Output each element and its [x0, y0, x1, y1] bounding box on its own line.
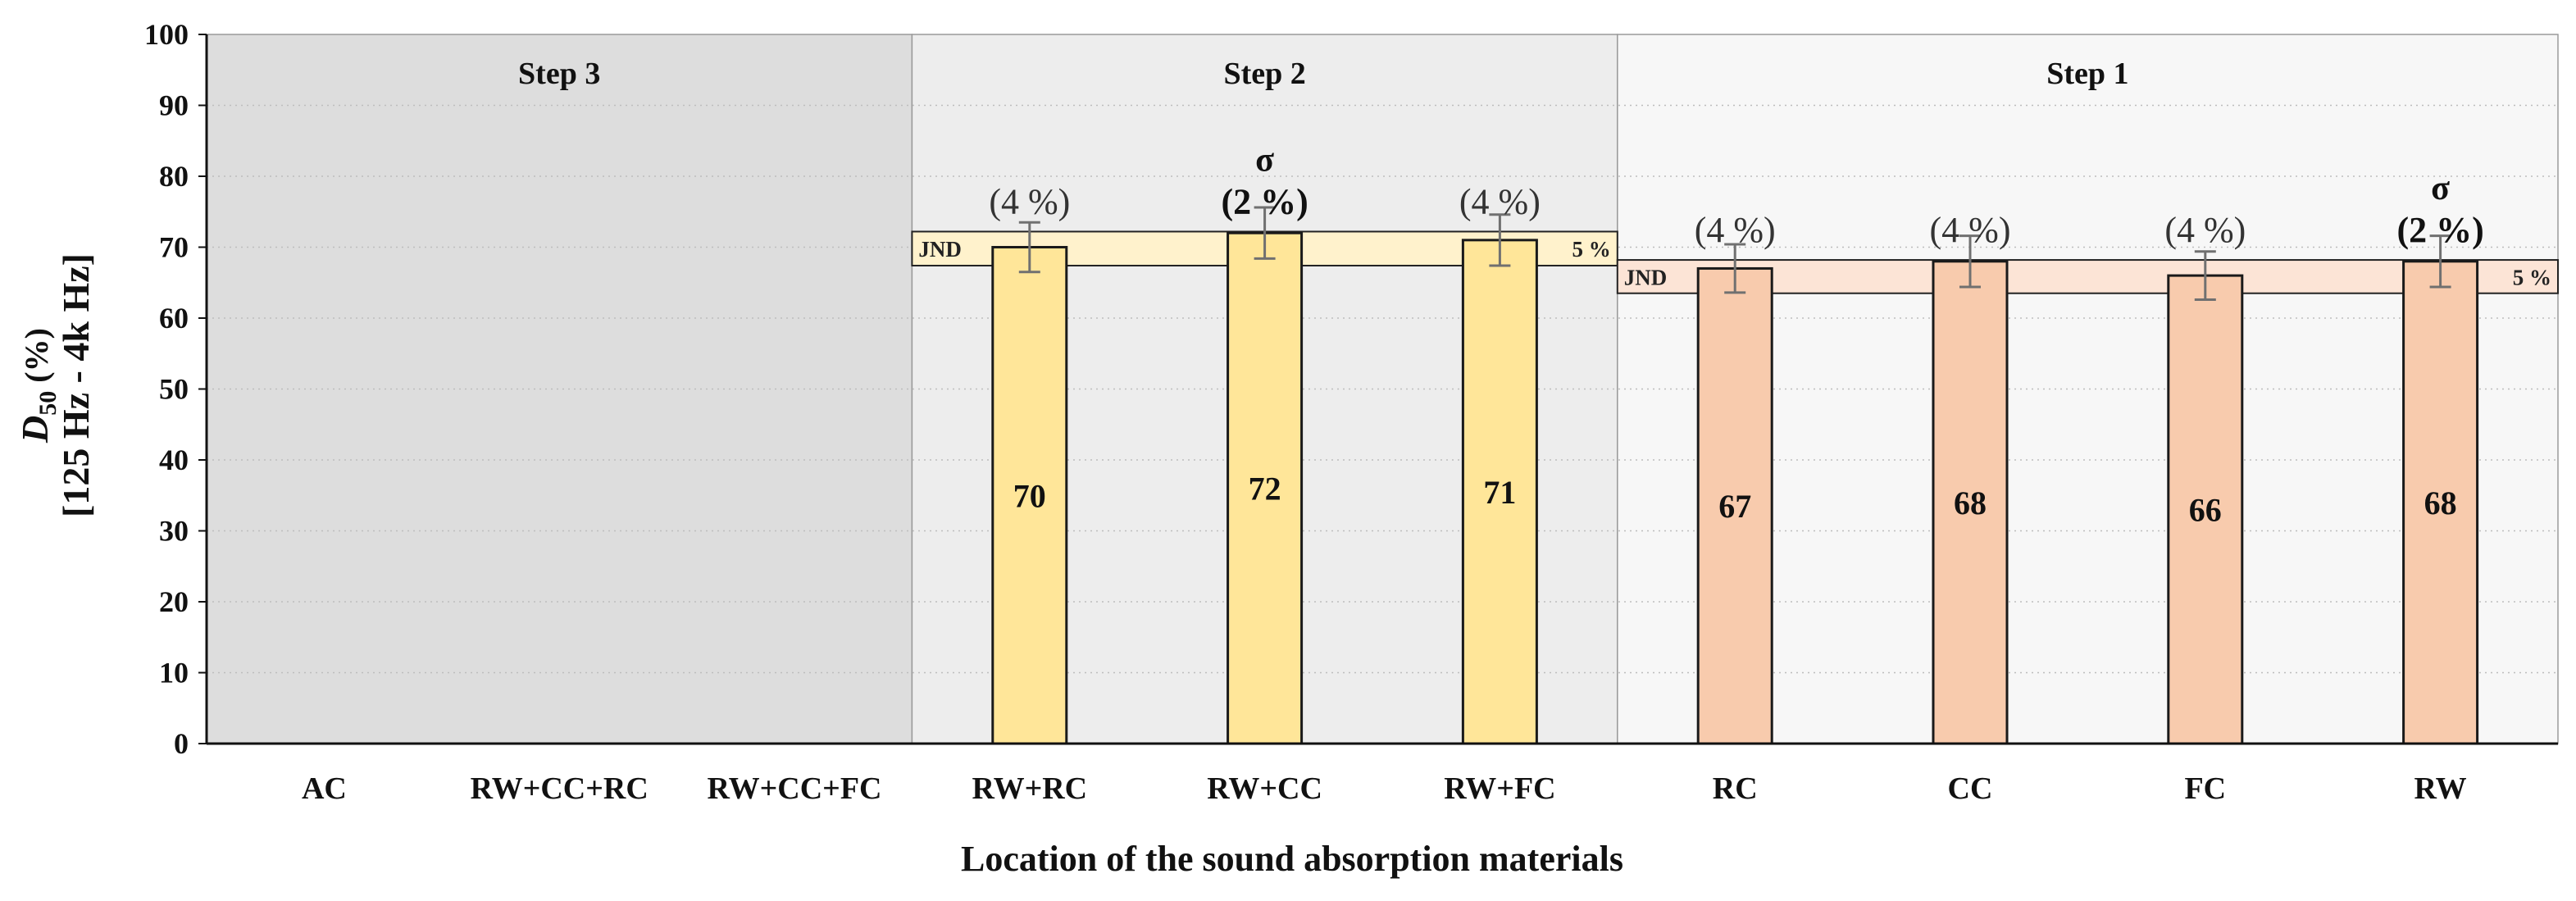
- step-label: Step 1: [2046, 57, 2128, 91]
- y-tick-label: 0: [174, 727, 189, 760]
- y-tick-label: 30: [159, 515, 189, 548]
- x-tick-label: RW+FC: [1444, 771, 1555, 806]
- x-tick-label: RW+CC+RC: [471, 771, 649, 806]
- bars: [991, 231, 2479, 745]
- value-label: 68: [2424, 485, 2457, 521]
- value-label: 66: [2189, 492, 2222, 529]
- x-tick-label: RW: [2414, 771, 2467, 806]
- band-percent-label: 5 %: [2513, 265, 2551, 289]
- x-tick-label: AC: [302, 771, 347, 806]
- sigma-symbol: σ: [1255, 141, 1274, 179]
- x-tick-label: RW+CC: [1207, 771, 1322, 806]
- value-label: 67: [1718, 488, 1751, 525]
- sigma-percent-label: (2 %): [2396, 210, 2483, 250]
- y-tick-label: 10: [159, 657, 189, 689]
- sigma-symbol: σ: [2431, 170, 2450, 207]
- y-tick-label: 90: [159, 89, 189, 122]
- x-tick-label: RC: [1713, 771, 1758, 806]
- x-tick-label: FC: [2184, 771, 2226, 806]
- bar-fc: [2167, 274, 2244, 745]
- error-bars: [1018, 206, 2451, 302]
- x-tick-label: CC: [1948, 771, 1993, 806]
- band-percent-label: 5 %: [1572, 237, 1611, 262]
- y-tick-label: 50: [159, 373, 189, 406]
- y-axis-title-range: [125 Hz - 4k Hz]: [55, 253, 97, 517]
- sigma-percent-label: (4 %): [1695, 210, 1776, 250]
- y-axis-title-symbol: D: [14, 416, 56, 444]
- y-tick-label: 80: [159, 160, 189, 193]
- sigma-percent-label: (4 %): [989, 181, 1070, 221]
- y-tick-label: 70: [159, 231, 189, 264]
- x-tick-label: RW+CC+FC: [708, 771, 882, 806]
- step-region-1: [206, 34, 913, 744]
- bar-labels: Step 3 Step 2 Step 170(4 %)72(2 %)σ71(4 %)…: [518, 57, 2484, 529]
- x-tick-label: RW+RC: [972, 771, 1087, 806]
- sigma-percent-label: (2 %): [1221, 181, 1308, 221]
- jnd-band: [1616, 259, 2559, 294]
- y-axis-title-unit: (%): [18, 328, 55, 391]
- sigma-percent-label: (4 %): [2164, 210, 2246, 250]
- y-tick-labels: 0 10 20 30 40 50 60 70 80 90 100: [144, 18, 207, 760]
- y-axis-title: D50 (%) [125 Hz - 4k Hz]: [14, 253, 97, 517]
- jnd-label: JND: [1624, 265, 1668, 289]
- jnd-label: JND: [918, 237, 962, 262]
- gridlines: [207, 104, 2558, 674]
- svg-text:D50 (%): D50 (%): [14, 328, 61, 444]
- x-tick-labels: AC RW+CC+RC RW+CC+FC RW+RC RW+CC RW+FC RC CC FC R…: [302, 771, 2467, 806]
- y-tick-label: 40: [159, 444, 189, 476]
- value-label: 68: [1954, 485, 1987, 521]
- bar-rc: [1696, 266, 1773, 745]
- sigma-percent-label: (4 %): [1930, 210, 2011, 250]
- bar-cc: [1932, 260, 2009, 745]
- x-axis-title: Location of the sound absorption materia…: [961, 839, 1623, 879]
- step-label: Step 3: [518, 57, 600, 91]
- y-tick-label: 100: [144, 18, 189, 51]
- y-tick-label: 60: [159, 302, 189, 334]
- value-label: 71: [1483, 474, 1516, 511]
- bar-rw-fc: [1461, 239, 1538, 745]
- value-label: 70: [1013, 477, 1046, 514]
- y-tick-label: 20: [159, 585, 189, 618]
- value-label: 72: [1249, 471, 1281, 507]
- sigma-percent-label: (4 %): [1459, 181, 1541, 221]
- step-label: Step 2: [1223, 57, 1305, 91]
- bar-rw: [2402, 260, 2479, 745]
- y-axis-title-subscript: 50: [34, 391, 61, 416]
